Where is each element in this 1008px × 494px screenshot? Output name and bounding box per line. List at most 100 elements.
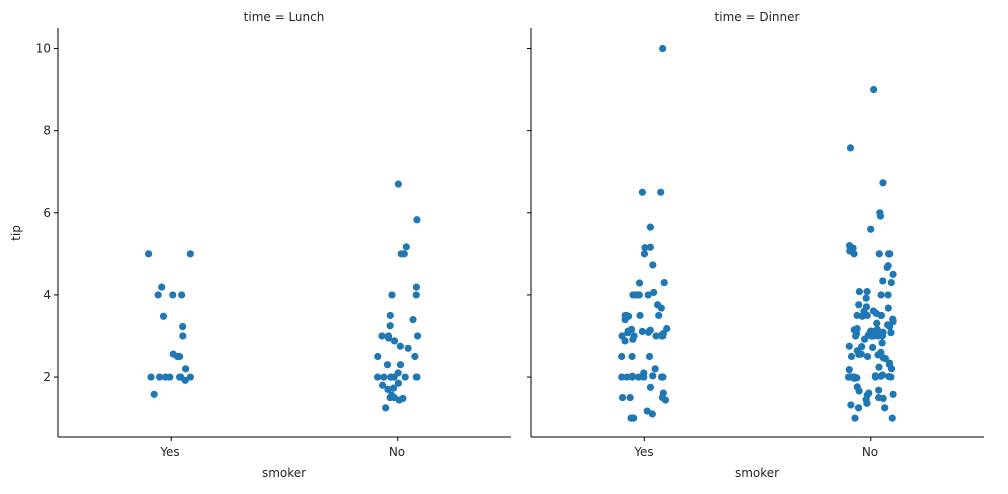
data-point: [644, 291, 652, 299]
data-point: [378, 381, 387, 389]
data-point: [626, 393, 634, 402]
data-point: [863, 399, 871, 407]
data-point: [621, 337, 629, 345]
data-point: [660, 278, 668, 287]
data-point: [413, 332, 422, 340]
data-point: [875, 363, 883, 371]
data-point: [878, 339, 886, 347]
data-point: [378, 332, 386, 340]
data-point: [147, 373, 155, 381]
data-point: [884, 291, 892, 299]
data-point: [852, 332, 860, 340]
data-point: [380, 373, 388, 381]
data-point: [154, 291, 162, 299]
data-point: [879, 394, 887, 402]
x-tick-label: No: [862, 445, 878, 459]
data-point: [618, 393, 627, 402]
y-axis-label: tip: [9, 225, 23, 241]
data-point: [618, 352, 626, 361]
data-point: [649, 372, 657, 380]
data-point: [886, 322, 894, 331]
data-point: [847, 401, 855, 409]
data-point: [150, 390, 158, 398]
data-point: [390, 337, 399, 345]
x-tick-label: Yes: [159, 445, 179, 459]
data-point: [648, 410, 656, 418]
data-point: [397, 250, 405, 258]
data-point: [155, 373, 164, 381]
data-point: [855, 288, 863, 296]
data-point: [659, 373, 667, 381]
x-axis-label: smoker: [735, 466, 779, 480]
data-point: [624, 329, 632, 337]
data-point: [635, 291, 643, 299]
data-point: [867, 225, 875, 233]
data-point: [181, 376, 189, 384]
data-point: [646, 383, 655, 391]
data-point: [887, 373, 895, 381]
y-tick-label: 8: [43, 124, 51, 138]
data-point: [388, 291, 396, 299]
data-point: [649, 261, 657, 269]
data-point: [384, 385, 392, 393]
data-point: [645, 352, 654, 361]
data-point: [845, 366, 853, 374]
x-tick-label: Yes: [633, 445, 653, 459]
data-point: [402, 243, 410, 251]
data-point: [401, 373, 409, 381]
data-point: [863, 352, 872, 361]
data-point: [661, 396, 670, 404]
data-point: [166, 373, 174, 381]
data-point: [847, 352, 856, 361]
data-point: [855, 301, 863, 309]
data-point: [640, 373, 648, 381]
data-point: [854, 404, 863, 412]
data-point: [628, 373, 636, 381]
data-point: [618, 373, 626, 381]
data-point: [387, 373, 395, 381]
data-point: [877, 372, 885, 380]
data-point: [396, 342, 404, 350]
data-point: [386, 393, 394, 402]
data-point: [646, 243, 654, 251]
data-point: [845, 342, 853, 350]
data-point: [621, 315, 629, 324]
data-point: [178, 291, 186, 299]
y-tick-label: 4: [43, 288, 51, 302]
data-point: [629, 335, 637, 343]
x-tick-label: No: [389, 445, 405, 459]
data-point: [404, 344, 412, 352]
panel-title: time = Lunch: [244, 10, 325, 24]
data-point: [399, 394, 407, 402]
data-point: [413, 216, 421, 224]
data-point: [159, 312, 168, 320]
data-point: [878, 332, 886, 340]
panel-lunch: time = Lunch smoker tip Yes No 2 4 6 8 10: [9, 10, 511, 480]
data-point: [881, 404, 889, 412]
data-point: [884, 304, 892, 312]
data-point: [652, 332, 660, 340]
data-point: [887, 329, 895, 337]
data-point: [850, 374, 858, 382]
data-point: [396, 361, 405, 369]
data-point: [869, 343, 877, 352]
data-point: [638, 327, 646, 336]
data-point: [659, 44, 667, 53]
data-point: [881, 354, 889, 363]
data-point: [879, 179, 887, 187]
y-tick-label: 2: [43, 370, 51, 384]
data-point: [888, 414, 896, 422]
data-point: [887, 278, 895, 287]
data-point: [181, 365, 190, 373]
data-point: [186, 373, 194, 381]
data-point: [867, 332, 875, 340]
data-point: [374, 352, 382, 361]
data-point: [884, 250, 893, 258]
data-point: [855, 350, 863, 359]
data-point: [640, 250, 649, 258]
data-point: [383, 361, 392, 369]
data-point: [636, 311, 644, 320]
data-point: [889, 390, 897, 398]
data-point: [173, 352, 182, 361]
data-point: [650, 288, 658, 297]
